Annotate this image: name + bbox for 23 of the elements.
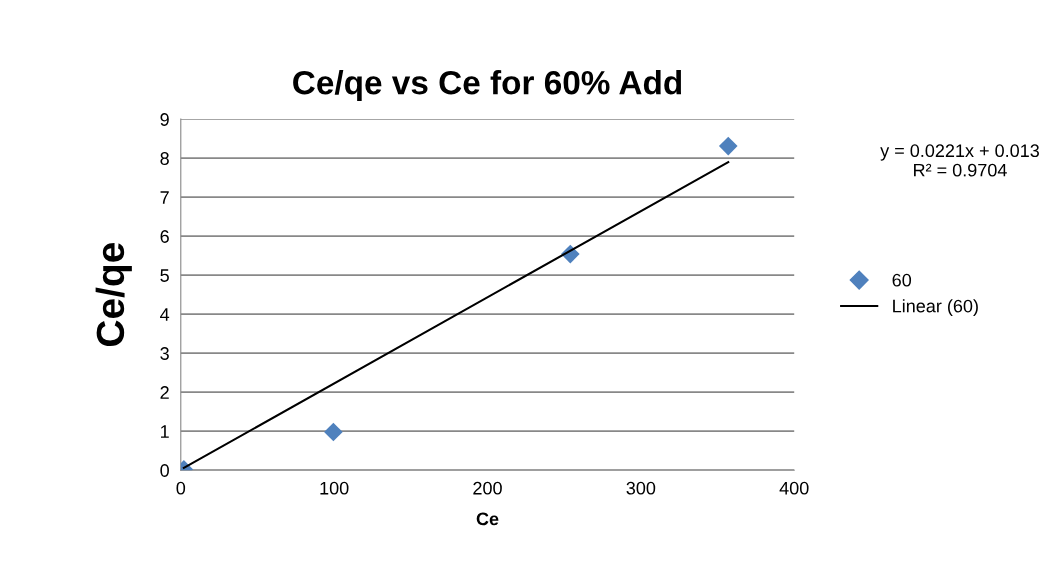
y-axis-title: Ce/qe xyxy=(95,243,132,347)
x-tick-label: 300 xyxy=(626,481,656,495)
legend-label: 60 xyxy=(892,273,912,287)
point xyxy=(718,136,738,156)
x-axis-title: Ce xyxy=(476,512,499,526)
chart-title: Ce/qe vs Ce for 60% Add xyxy=(293,70,682,102)
y-tick-label: 9 xyxy=(160,113,169,126)
x-tick-label: 0 xyxy=(176,481,186,495)
y-tick-label: 3 xyxy=(160,347,169,360)
y-tick-label: 7 xyxy=(160,191,169,204)
text: y = 0.0221x + 0.013 R² = 0.9704 xyxy=(880,144,1039,177)
y-tick-label: 5 xyxy=(160,269,169,282)
y-tick-label: 1 xyxy=(161,425,169,438)
legend-label: Linear (60) xyxy=(893,299,978,317)
y-tick-label: 0 xyxy=(160,464,169,477)
point xyxy=(324,422,343,442)
x-tick-label: 400 xyxy=(779,481,809,495)
y-tick-label: 8 xyxy=(160,152,169,165)
y-tick-label: 2 xyxy=(160,386,169,399)
x-tick-label: 200 xyxy=(473,481,502,495)
x-tick-label: 100 xyxy=(320,481,349,495)
y-tick-label: 4 xyxy=(160,308,170,321)
y-tick-label: 6 xyxy=(160,230,169,243)
